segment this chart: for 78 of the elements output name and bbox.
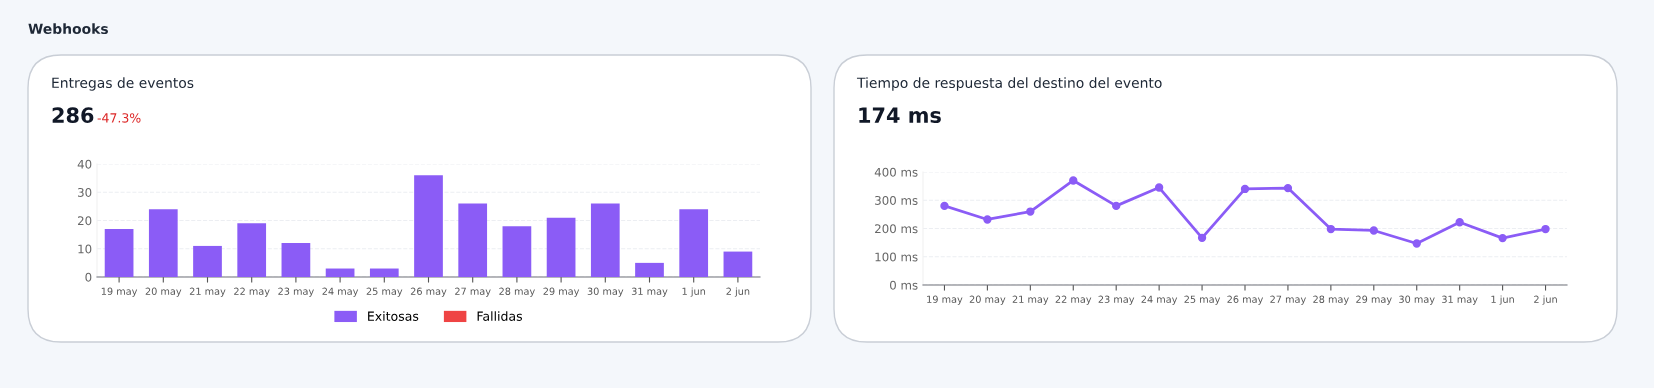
x-tick-label: 29 may <box>543 287 580 297</box>
x-tick-label: 25 may <box>1184 295 1221 305</box>
legend-label: Exitosas <box>368 311 419 321</box>
y-tick-label: 0 ms <box>890 280 918 290</box>
point <box>1197 233 1207 242</box>
x-tick-label: 21 may <box>1012 295 1049 305</box>
bar <box>679 209 709 277</box>
text: -47.3% <box>97 113 141 123</box>
x-tick-label: 26 may <box>1227 295 1264 305</box>
x-tick-label: 23 may <box>278 287 314 297</box>
point <box>1498 233 1507 243</box>
y-tick-label: 400 ms <box>874 167 918 177</box>
x-tick-label: 28 may <box>1313 295 1349 305</box>
y-tick-label: 200 ms <box>875 224 918 234</box>
legend-label: Fallidas <box>477 311 523 321</box>
point <box>1026 207 1035 216</box>
x-tick-label: 31 may <box>631 287 668 297</box>
x-tick-label: 24 may <box>322 287 359 297</box>
bar <box>325 268 355 277</box>
point <box>1369 226 1378 235</box>
y-tick-label: 100 ms <box>875 252 918 262</box>
x-tick-label: 31 may <box>1442 295 1478 305</box>
y-tick-label: 30 <box>78 187 92 197</box>
point <box>1455 218 1464 227</box>
bar <box>723 251 753 277</box>
x-tick-label: 22 may <box>1055 295 1092 305</box>
bar <box>237 223 267 277</box>
y-tick-label: 20 <box>77 216 92 226</box>
point <box>940 201 949 211</box>
x-tick-label: 19 may <box>101 287 138 297</box>
x-tick-label: 2 jun <box>726 287 750 297</box>
x-tick-label: 24 may <box>1141 295 1178 305</box>
point <box>1412 239 1421 248</box>
x-tick-label: 28 may <box>499 287 535 297</box>
x-tick-label: 27 may <box>455 287 491 297</box>
point <box>1541 224 1550 234</box>
point <box>1326 224 1336 234</box>
bar <box>369 268 399 277</box>
bar <box>104 228 134 277</box>
point <box>983 215 992 224</box>
chart-subtitle: 286 <box>52 107 94 124</box>
bar <box>635 262 664 277</box>
bar <box>502 226 532 277</box>
x-tick-label: 19 may <box>927 295 963 305</box>
x-tick-label: 26 may <box>410 287 447 297</box>
x-tick-label: 29 may <box>1356 295 1392 305</box>
bar <box>414 175 443 277</box>
point <box>1240 184 1250 194</box>
bar <box>590 203 620 277</box>
chart-title: Tiempo de respuesta del destino del evento <box>856 77 1162 91</box>
y-tick-label: 10 <box>78 244 92 254</box>
x-tick-label: 30 may <box>587 287 624 297</box>
x-tick-label: 23 may <box>1098 295 1135 305</box>
x-tick-label: 27 may <box>1270 295 1306 305</box>
bar <box>148 209 178 277</box>
x-tick-label: 21 may <box>189 287 226 297</box>
bar <box>546 217 576 277</box>
x-tick-label: 22 may <box>234 287 270 297</box>
point <box>1112 201 1121 211</box>
chart-title: Entregas de eventos <box>52 77 194 91</box>
x-tick-label: 20 may <box>145 287 182 297</box>
x-tick-label: 20 may <box>969 295 1006 305</box>
y-tick-label: 40 <box>77 159 92 169</box>
x-tick-label: 25 may <box>366 287 403 297</box>
chart-subtitle: 174 ms <box>859 107 941 124</box>
point <box>1154 183 1164 192</box>
y-tick-label: 0 <box>85 272 92 282</box>
y-tick-label: 300 ms <box>875 195 918 205</box>
x-tick-label: 30 may <box>1399 295 1435 305</box>
x-tick-label: 1 jun <box>682 287 706 297</box>
point <box>1283 183 1293 193</box>
bar <box>193 245 222 277</box>
x-tick-label: 1 jun <box>1491 295 1514 305</box>
bar <box>458 203 488 277</box>
bar <box>281 243 311 277</box>
text: Webhooks <box>28 23 108 35</box>
point <box>1069 176 1078 185</box>
x-tick-label: 2 jun <box>1534 295 1557 305</box>
